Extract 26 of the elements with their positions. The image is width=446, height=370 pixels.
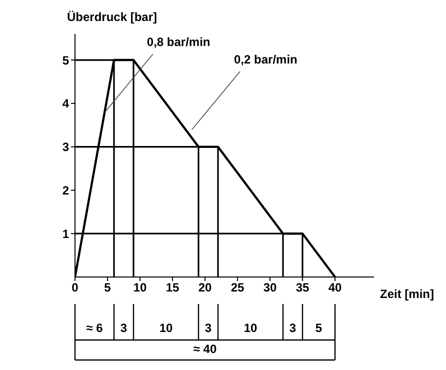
annotation: 0,2 bar/min (234, 52, 298, 66)
y-tick-label: 5 (62, 53, 70, 68)
text: 10 (159, 321, 173, 335)
x-tick-label: 0 (72, 280, 79, 295)
x-tick-label: 35 (296, 280, 310, 295)
x-tick-label: 5 (104, 280, 112, 295)
text: ≈ 6 (86, 321, 104, 335)
annotation: 0,8 bar/min (146, 35, 210, 50)
text: 3 (120, 321, 128, 335)
x-axis-title: Zeit [min] (380, 287, 434, 301)
y-tick-label: 4 (62, 96, 70, 111)
x-tick-label: 20 (198, 280, 212, 295)
x-tick-label: 10 (133, 280, 147, 295)
text: 3 (289, 321, 296, 335)
x-tick-label: 15 (166, 280, 180, 295)
text: 10 (244, 321, 258, 335)
text: ≈ 40 (193, 342, 217, 356)
x-tick-label: 40 (328, 280, 342, 295)
y-tick-label: 1 (62, 226, 70, 241)
y-tick-label: 3 (62, 140, 70, 154)
text: 5 (315, 321, 322, 335)
x-tick-label: 30 (263, 280, 277, 295)
x-tick-label: 25 (230, 280, 244, 295)
y-axis-title: Überdruck [bar] (67, 10, 158, 24)
text: 3 (204, 321, 212, 335)
y-tick-label: 2 (62, 183, 70, 198)
